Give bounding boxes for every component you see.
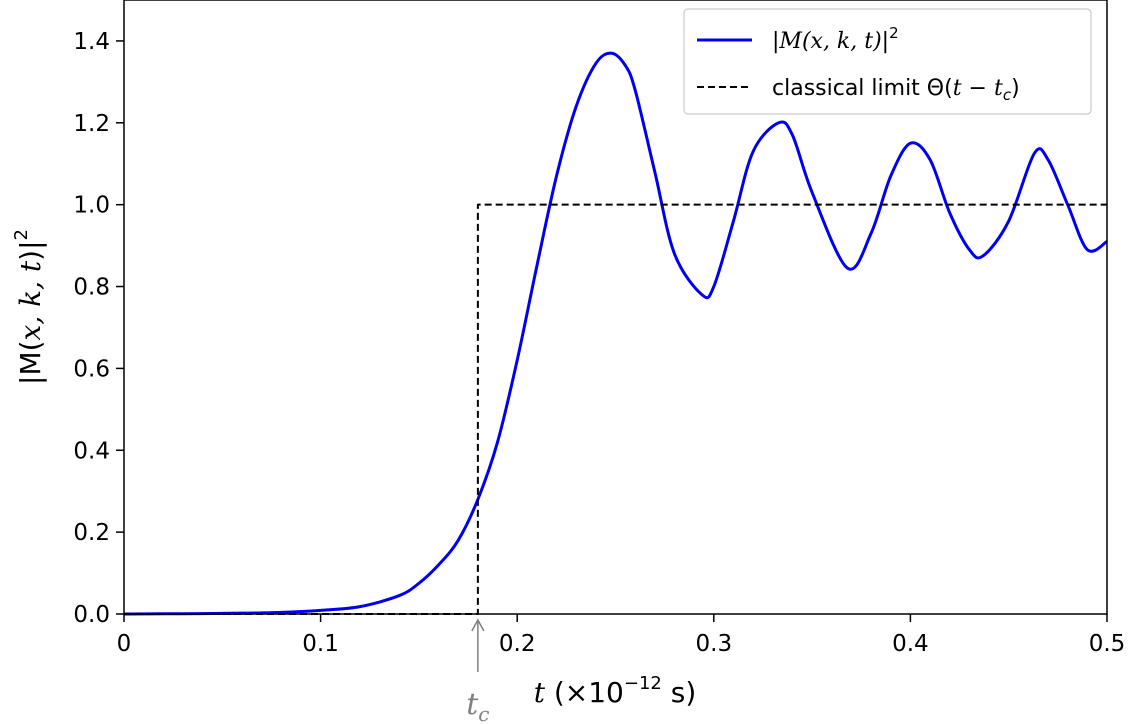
y-tick-label: 0.8: [73, 275, 110, 301]
y-tick-label: 1.4: [73, 29, 110, 55]
tc-label-var: t: [466, 687, 479, 722]
y-tick-label: 0.6: [73, 356, 110, 382]
x-axis-ticks: 0 0.1 0.2 0.3 0.4 0.5: [117, 614, 1126, 657]
series-line-0: [123, 51, 1108, 616]
y-axis-label-vars: x, k, t: [14, 260, 47, 340]
x-tick-label: 0: [117, 631, 132, 657]
legend-box: [683, 8, 1092, 115]
x-tick-label: 0.3: [696, 631, 733, 657]
y-tick-label: 0.4: [73, 438, 110, 464]
legend-label-series-1: classical limit Θ(t − tc): [772, 76, 1020, 104]
legend-1-post: ): [1011, 76, 1020, 101]
tc-label-sub: c: [478, 702, 489, 724]
y-axis-label-exp: 2: [11, 229, 32, 240]
x-axis-label-exp: −12: [624, 673, 662, 694]
x-axis-label: t (×10−12 s): [534, 673, 697, 709]
x-tick-label: 0.4: [892, 631, 929, 657]
tc-label: tc: [466, 687, 489, 724]
legend-1-var1: t: [953, 76, 962, 101]
y-tick-label: 0.2: [73, 520, 110, 546]
legend-0-italic: M(x, k, t): [778, 29, 881, 54]
y-axis-label-pre: |M(: [14, 340, 47, 385]
legend-1-minus: −: [962, 76, 994, 101]
legend-0-pre: |: [772, 29, 779, 54]
tc-annotation: tc: [466, 618, 490, 724]
x-tick-label: 0.5: [1089, 631, 1126, 657]
y-tick-label: 1.2: [73, 111, 110, 137]
legend-1-pre: classical limit Θ(: [772, 76, 953, 101]
legend-label-series-0: |M(x, k, t)|2: [772, 24, 899, 54]
x-tick-label: 0.1: [302, 631, 339, 657]
y-axis-label-post: )|: [14, 240, 47, 260]
y-axis-label: |M(x, k, t)|2: [11, 229, 47, 385]
x-axis-label-close: s): [662, 676, 696, 709]
x-axis-label-var: t: [534, 676, 546, 709]
legend-1-var2: t: [994, 76, 1003, 101]
y-tick-label: 0.0: [73, 602, 110, 628]
legend-1-sub: c: [1003, 86, 1012, 104]
x-axis-label-open: (×10: [545, 676, 624, 709]
legend-0-post: |: [882, 29, 889, 54]
legend: |M(x, k, t)|2 classical limit Θ(t − tc): [683, 8, 1092, 115]
tc-arrow-head: [471, 618, 485, 632]
y-axis-ticks: 0.0 0.2 0.4 0.6 0.8 1.0 1.2 1.4: [73, 29, 124, 628]
y-tick-label: 1.0: [73, 193, 110, 219]
x-tick-label: 0.2: [499, 631, 536, 657]
plot-frame: [123, 0, 1108, 615]
legend-0-exp: 2: [889, 24, 899, 42]
